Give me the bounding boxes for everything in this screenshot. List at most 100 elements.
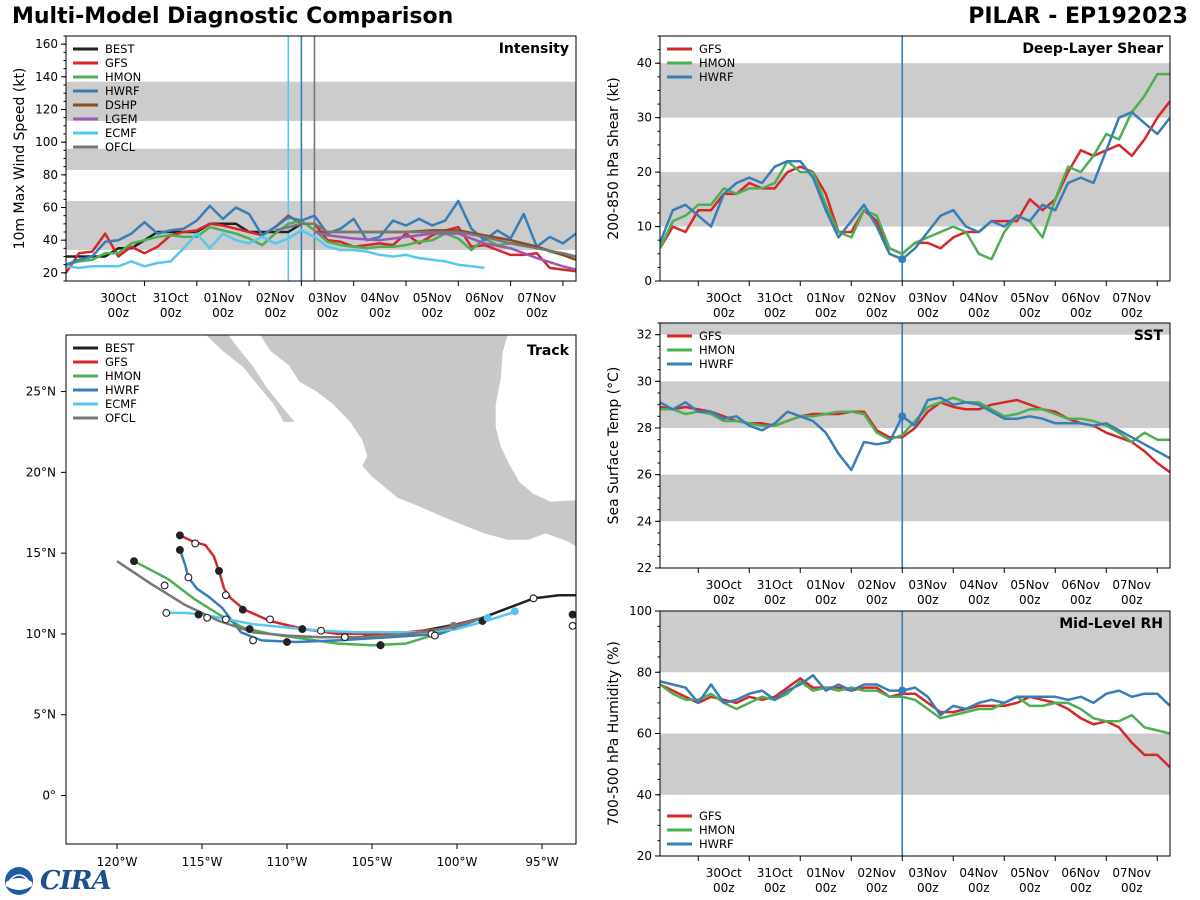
page-title: Multi-Model Diagnostic Comparison — [12, 4, 454, 29]
x-tick-label: 00z — [474, 306, 496, 320]
lon-tick-label: 120°W — [97, 855, 138, 869]
x-tick-label: 00z — [1121, 881, 1143, 895]
series-line-hmon — [660, 72, 1170, 261]
track-position-marker — [568, 621, 576, 630]
x-tick-label: 00z — [264, 306, 286, 320]
lon-tick-label: 100°W — [437, 855, 478, 869]
x-tick-label: 00z — [815, 593, 837, 607]
x-tick-label: 05Nov — [413, 291, 452, 305]
rh-chart: 2040608010030Oct00z31Oct00z01Nov00z02Nov… — [606, 604, 1171, 895]
x-tick-label: 03Nov — [908, 578, 947, 592]
rh-series — [660, 674, 1170, 769]
panel-title: SST — [1134, 328, 1164, 344]
noaa-emblem-icon — [5, 867, 33, 895]
y-tick-label: 30 — [637, 111, 652, 125]
track-position-marker — [376, 641, 385, 650]
x-tick-label: 04Nov — [959, 866, 998, 880]
track-position-marker — [238, 605, 247, 614]
intensity-series — [66, 199, 576, 274]
y-tick-label: 10 — [637, 220, 652, 234]
track-position-marker — [130, 557, 138, 566]
x-tick-label: 00z — [968, 881, 990, 895]
x-tick-label: 00z — [1019, 593, 1041, 607]
x-tick-label: 30Oct — [706, 291, 742, 305]
legend-label: HWRF — [699, 70, 734, 84]
x-tick-label: 00z — [917, 881, 939, 895]
plot-frame — [659, 322, 1171, 569]
y-tick-label: 20 — [637, 165, 652, 179]
y-tick-label: 140 — [35, 70, 58, 84]
series-line-hwrf — [660, 110, 1170, 261]
legend-label: HMON — [699, 343, 735, 357]
legend-label: HWRF — [699, 837, 734, 851]
legend-label: DSHP — [105, 98, 137, 112]
x-tick-label: 00z — [815, 306, 837, 320]
x-tick-label: 00z — [108, 306, 130, 320]
series-line-hmon — [660, 680, 1170, 735]
x-tick-label: 31Oct — [153, 291, 189, 305]
panel-title: Track — [527, 343, 570, 359]
lon-tick-label: 115°W — [182, 855, 223, 869]
intensity-chart: 2040608010012014016030Oct00z31Oct00z01No… — [12, 35, 577, 320]
x-tick-label: 00z — [421, 306, 443, 320]
lon-tick-label: 110°W — [267, 855, 308, 869]
x-tick-label: 05Nov — [1010, 291, 1049, 305]
track-position-marker — [317, 626, 325, 635]
x-tick-label: 00z — [160, 306, 182, 320]
track-position-marker — [529, 594, 538, 603]
track-position-marker — [568, 610, 576, 619]
legend-label: HWRF — [105, 383, 140, 397]
series-line-ecmf — [66, 229, 485, 270]
track-position-marker — [194, 610, 203, 619]
land-polygon — [204, 335, 297, 423]
x-tick-label: 00z — [764, 306, 786, 320]
lon-tick-label: 105°W — [352, 855, 393, 869]
series-line-lgem — [314, 230, 576, 271]
x-tick-label: 00z — [1121, 593, 1143, 607]
x-tick-label: 00z — [1070, 881, 1092, 895]
shaded-band — [660, 611, 1170, 673]
track-line-best — [363, 593, 576, 637]
x-tick-label: 00z — [1121, 306, 1143, 320]
series-line-gfs — [660, 677, 1170, 769]
x-tick-label: 07Nov — [1112, 866, 1151, 880]
x-tick-label: 00z — [1070, 306, 1092, 320]
storm-title: PILAR - EP192023 — [968, 4, 1188, 29]
legend-label: GFS — [105, 56, 128, 70]
track-position-marker — [430, 631, 439, 640]
x-tick-label: 04Nov — [959, 578, 998, 592]
x-tick-label: 00z — [815, 881, 837, 895]
legend-label: BEST — [105, 341, 135, 355]
legend-label: LGEM — [105, 112, 138, 126]
y-tick-label: 40 — [637, 788, 652, 802]
track-position-marker — [160, 581, 169, 590]
shaded-band — [660, 474, 1170, 522]
x-tick-label: 01Nov — [204, 291, 243, 305]
x-tick-label: 03Nov — [308, 291, 347, 305]
x-tick-label: 01Nov — [806, 578, 845, 592]
y-axis-label: Sea Surface Temp (°C) — [606, 367, 622, 525]
x-tick-label: 06Nov — [1061, 866, 1100, 880]
cira-logo: CIRA — [4, 866, 112, 896]
plot-frame — [65, 334, 577, 845]
x-tick-label: 03Nov — [908, 291, 947, 305]
track-layers — [116, 335, 576, 650]
x-tick-label: 30Oct — [100, 291, 136, 305]
track-position-marker — [175, 545, 184, 554]
sst-series — [660, 396, 1170, 474]
analysis-point — [898, 686, 907, 695]
x-tick-label: 00z — [212, 306, 234, 320]
y-axis-label: 10m Max Wind Speed (kt) — [12, 68, 28, 250]
legend-label: HMON — [699, 56, 735, 70]
x-tick-label: 00z — [866, 306, 888, 320]
x-tick-label: 02Nov — [857, 866, 896, 880]
x-tick-label: 00z — [968, 593, 990, 607]
track-position-marker — [298, 625, 307, 634]
y-axis-label: 200-850 hPa Shear (kt) — [606, 77, 622, 239]
x-tick-label: 30Oct — [706, 866, 742, 880]
lat-tick-label: 5°N — [33, 708, 56, 722]
shear-series — [660, 72, 1170, 264]
x-tick-label: 00z — [317, 306, 339, 320]
x-tick-label: 00z — [713, 593, 735, 607]
